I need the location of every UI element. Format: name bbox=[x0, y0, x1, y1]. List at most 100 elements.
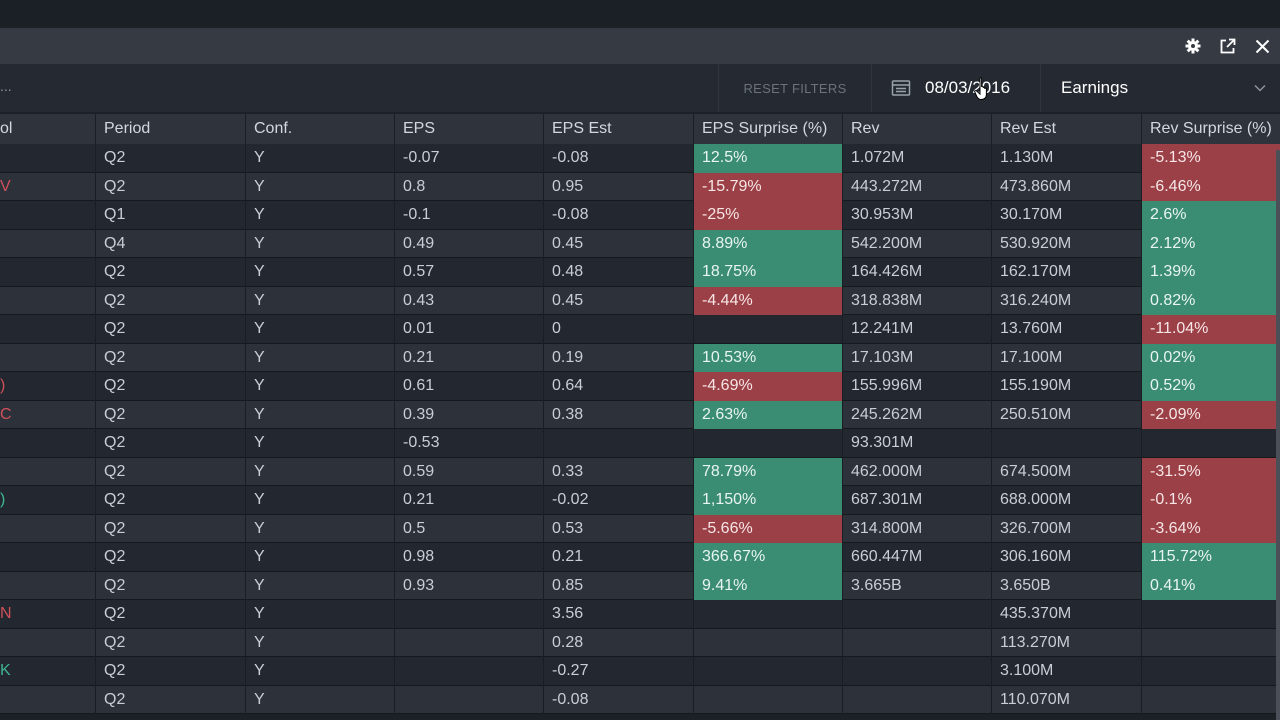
column-header-eps-surprise[interactable]: EPS Surprise (%) bbox=[693, 114, 842, 144]
column-header-eps[interactable]: EPS bbox=[394, 114, 543, 144]
reset-filters-button[interactable]: RESET FILTERS bbox=[718, 64, 871, 112]
hand-cursor-icon bbox=[974, 77, 987, 100]
table-row[interactable]: Q2 Y -0.08 110.070M bbox=[0, 685, 1280, 714]
table-row[interactable]: Q2 Y -0.53 93.301M bbox=[0, 429, 1280, 458]
eps-cell: 0.57 bbox=[394, 258, 543, 287]
eps-est-cell bbox=[543, 429, 693, 458]
period-cell: Q2 bbox=[95, 543, 245, 572]
gear-icon[interactable] bbox=[1175, 28, 1210, 64]
symbol-cell bbox=[0, 572, 95, 601]
rev-surprise-cell bbox=[1141, 657, 1280, 686]
symbol-cell bbox=[0, 458, 95, 487]
rev-cell: 30.953M bbox=[842, 201, 991, 230]
table-row[interactable]: Q2 Y -0.07 -0.08 12.5% 1.072M 1.130M -5.13% bbox=[0, 144, 1280, 173]
table-row[interactable]: ) Q2 Y 0.61 0.64 -4.69% 155.996M 155.190M 0.52% bbox=[0, 372, 1280, 401]
eps-surprise-cell bbox=[693, 685, 842, 714]
symbol-cell bbox=[0, 144, 95, 173]
eps-cell bbox=[394, 628, 543, 657]
symbol-cell bbox=[0, 315, 95, 344]
table-row[interactable]: N Q2 Y 3.56 435.370M bbox=[0, 600, 1280, 629]
symbol-cell bbox=[0, 629, 95, 658]
popout-icon[interactable] bbox=[1210, 28, 1245, 64]
period-cell: Q2 bbox=[95, 343, 245, 372]
eps-surprise-cell: 12.5% bbox=[693, 144, 842, 173]
rev-surprise-cell: -6.46% bbox=[1141, 172, 1280, 201]
eps-est-cell: 0.21 bbox=[543, 543, 693, 572]
search-ellipsis[interactable]: ... bbox=[0, 78, 12, 94]
symbol-cell bbox=[0, 344, 95, 373]
period-cell: Q4 bbox=[95, 229, 245, 258]
date-picker[interactable]: 08/03/2016 bbox=[871, 64, 1040, 112]
vertical-scrollbar[interactable] bbox=[1276, 150, 1280, 720]
table-row[interactable]: Q2 Y 0.98 0.21 366.67% 660.447M 306.160M 115.72… bbox=[0, 543, 1280, 572]
rev-cell: 443.272M bbox=[842, 172, 991, 201]
rev-est-cell: 306.160M bbox=[991, 543, 1141, 572]
rev-surprise-cell bbox=[1141, 628, 1280, 657]
table-row[interactable]: Q4 Y 0.49 0.45 8.89% 542.200M 530.920M 2.12% bbox=[0, 229, 1280, 259]
period-cell: Q2 bbox=[95, 144, 245, 173]
eps-surprise-cell: 78.79% bbox=[693, 457, 842, 486]
period-cell: Q2 bbox=[95, 657, 245, 686]
eps-cell: 0.98 bbox=[394, 543, 543, 572]
table-row[interactable]: K Q2 Y -0.27 3.100M bbox=[0, 657, 1280, 686]
event-type-select[interactable]: Earnings bbox=[1040, 64, 1280, 112]
column-header-period[interactable]: Period bbox=[95, 114, 245, 144]
rev-surprise-cell: 0.41% bbox=[1141, 571, 1280, 600]
symbol-cell bbox=[0, 230, 95, 259]
eps-est-cell: 0.85 bbox=[543, 571, 693, 600]
eps-est-cell: 0.28 bbox=[543, 628, 693, 657]
column-header-rev[interactable]: Rev bbox=[842, 114, 991, 144]
column-header-rev-surprise[interactable]: Rev Surprise (%) bbox=[1141, 114, 1280, 144]
eps-surprise-cell: 18.75% bbox=[693, 258, 842, 287]
column-header-conf[interactable]: Conf. bbox=[245, 114, 394, 144]
rev-cell: 245.262M bbox=[842, 400, 991, 429]
symbol-cell: K bbox=[0, 662, 11, 680]
rev-est-cell: 13.760M bbox=[991, 315, 1141, 344]
rev-surprise-cell bbox=[1141, 429, 1280, 458]
rev-cell bbox=[842, 628, 991, 657]
table-row[interactable]: Q2 Y 0.43 0.45 -4.44% 318.838M 316.240M 0.82% bbox=[0, 286, 1280, 315]
eps-surprise-cell: 8.89% bbox=[693, 229, 842, 258]
table-row[interactable]: ) Q2 Y 0.21 -0.02 1,150% 687.301M 688.000M -0.1% bbox=[0, 486, 1280, 515]
column-header-symbol[interactable]: ol bbox=[0, 120, 13, 137]
rev-est-cell bbox=[991, 429, 1141, 458]
table-row[interactable]: Q1 Y -0.1 -0.08 -25% 30.953M 30.170M 2.6% bbox=[0, 201, 1280, 230]
table-row[interactable]: C Q2 Y 0.39 0.38 2.63% 245.262M 250.510M -2.09% bbox=[0, 400, 1280, 429]
eps-cell: 0.01 bbox=[394, 315, 543, 344]
eps-cell: 0.49 bbox=[394, 229, 543, 258]
rev-est-cell: 30.170M bbox=[991, 201, 1141, 230]
table-row[interactable]: Q2 Y 0.93 0.85 9.41% 3.665B 3.650B 0.41% bbox=[0, 571, 1280, 601]
eps-surprise-cell: -4.44% bbox=[693, 286, 842, 315]
column-header-rev-est[interactable]: Rev Est bbox=[991, 114, 1141, 144]
rev-est-cell: 113.270M bbox=[991, 628, 1141, 657]
eps-cell: -0.07 bbox=[394, 144, 543, 173]
eps-surprise-cell bbox=[693, 429, 842, 458]
column-header-eps-est[interactable]: EPS Est bbox=[543, 114, 693, 144]
table-row[interactable]: Q2 Y 0.59 0.33 78.79% 462.000M 674.500M -31.5% bbox=[0, 457, 1280, 487]
eps-est-cell: 0.33 bbox=[543, 457, 693, 486]
eps-cell bbox=[394, 685, 543, 714]
table-row[interactable]: Q2 Y 0.28 113.270M bbox=[0, 628, 1280, 658]
rev-surprise-cell: -2.09% bbox=[1141, 400, 1280, 429]
close-icon[interactable] bbox=[1245, 28, 1280, 64]
rev-surprise-cell: -3.64% bbox=[1141, 514, 1280, 543]
rev-surprise-cell bbox=[1141, 600, 1280, 629]
eps-cell: 0.61 bbox=[394, 372, 543, 401]
table-row[interactable]: Q2 Y 0.21 0.19 10.53% 17.103M 17.100M 0.02% bbox=[0, 343, 1280, 373]
table-row[interactable]: Q2 Y 0.57 0.48 18.75% 164.426M 162.170M 1.39% bbox=[0, 258, 1280, 287]
rev-surprise-cell: 115.72% bbox=[1141, 543, 1280, 572]
eps-cell: 0.5 bbox=[394, 514, 543, 543]
eps-est-cell: 0 bbox=[543, 315, 693, 344]
eps-cell: 0.43 bbox=[394, 286, 543, 315]
table-row[interactable]: V Q2 Y 0.8 0.95 -15.79% 443.272M 473.860M -6.46% bbox=[0, 172, 1280, 201]
eps-est-cell: 0.95 bbox=[543, 172, 693, 201]
period-cell: Q2 bbox=[95, 685, 245, 714]
period-cell: Q2 bbox=[95, 372, 245, 401]
rev-cell: 12.241M bbox=[842, 315, 991, 344]
period-cell: Q2 bbox=[95, 429, 245, 458]
conf-cell: Y bbox=[245, 657, 394, 686]
period-cell: Q2 bbox=[95, 172, 245, 201]
table-row[interactable]: Q2 Y 0.5 0.53 -5.66% 314.800M 326.700M -3.64% bbox=[0, 514, 1280, 543]
rev-est-cell: 473.860M bbox=[991, 172, 1141, 201]
table-row[interactable]: Q2 Y 0.01 0 12.241M 13.760M -11.04% bbox=[0, 315, 1280, 344]
